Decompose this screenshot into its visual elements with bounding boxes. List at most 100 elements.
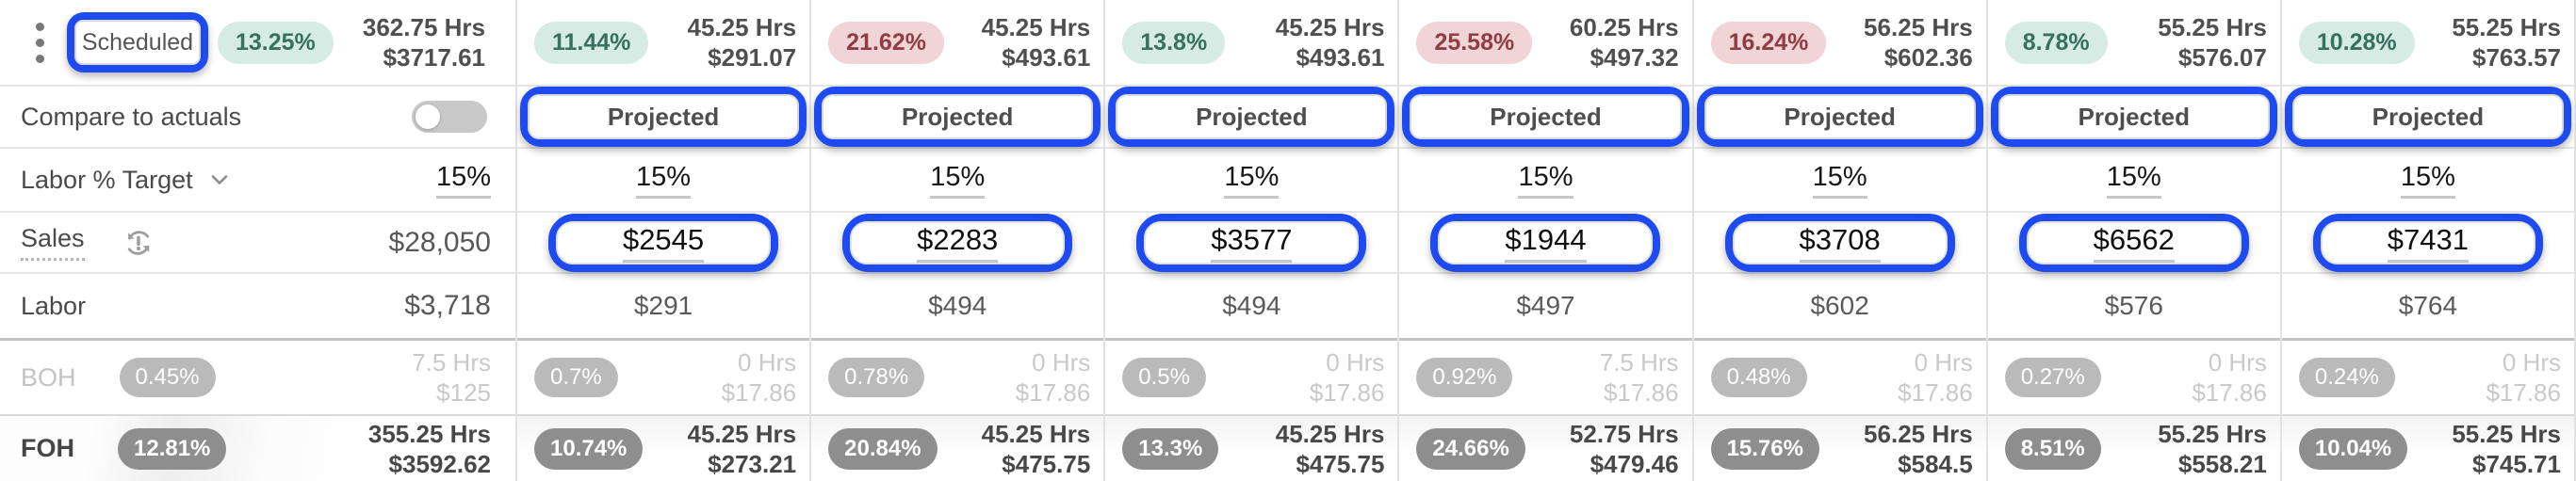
day-target-cell: 15% (517, 149, 810, 213)
day-sales-value: $2545 (622, 223, 705, 263)
day-mode-cell: Projected (1693, 87, 1986, 149)
day-boh-cell: 0.78% 0 Hrs $17.86 (811, 338, 1104, 416)
day-cost: $602.36 (1883, 43, 1973, 72)
day-sales-cell: $3708 (1693, 213, 1986, 274)
day-labor-target-value[interactable]: 15% (1812, 162, 1867, 199)
day-foh-hours: 55.25 Hrs (2452, 419, 2561, 448)
day-sales-input[interactable]: $3708 (1724, 213, 1955, 272)
day-labor-value: $494 (928, 291, 987, 320)
scheduled-dropdown-button[interactable]: Scheduled (67, 12, 208, 72)
day-labor-cell: $576 (1988, 274, 2280, 338)
day-labor-pct-badge: 13.8% (1122, 21, 1226, 64)
projected-sales-button[interactable]: Projected (1990, 87, 2277, 147)
projected-sales-button[interactable]: Projected (2284, 87, 2571, 147)
day-sales-input[interactable]: $3577 (1136, 213, 1367, 272)
day-sales-value: $3577 (1211, 223, 1293, 263)
day-labor-target-value[interactable]: 15% (2400, 162, 2455, 199)
day-labor-cell: $291 (517, 274, 809, 338)
day-foh-cost: $558.21 (2177, 449, 2267, 478)
day-hours: 55.25 Hrs (2158, 13, 2267, 41)
sales-total-value: $28,050 (388, 226, 491, 258)
day-cost: $291.07 (708, 43, 797, 72)
day-labor-target-value[interactable]: 15% (636, 162, 692, 199)
day-sales-input[interactable]: $7431 (2312, 213, 2543, 272)
kebab-menu-icon[interactable] (36, 22, 44, 63)
foh-total-cost: $3592.62 (388, 449, 491, 478)
day-labor-cell: $764 (2282, 274, 2574, 338)
day-boh-cell: 0.7% 0 Hrs $17.86 (517, 338, 810, 416)
day-foh-hours-cost: 45.25 Hrs $475.75 (982, 419, 1091, 479)
day-boh-cell: 0.92% 7.5 Hrs $17.86 (1399, 338, 1692, 416)
projected-sales-button[interactable]: Projected (1696, 87, 1983, 147)
day-hours: 60.25 Hrs (1569, 13, 1679, 41)
day-boh-hours: 0 Hrs (1914, 348, 1973, 377)
day-labor-value: $576 (2104, 291, 2163, 320)
projected-button-label: Projected (901, 102, 1014, 131)
day-labor-target-value[interactable]: 15% (1518, 162, 1573, 199)
day-cost: $576.07 (2177, 43, 2267, 72)
total-labor-pct-badge: 13.25% (218, 21, 334, 64)
day-labor-target-value[interactable]: 15% (1224, 162, 1280, 199)
day-boh-cost: $17.86 (1898, 378, 1973, 407)
day-sales-input[interactable]: $6562 (2018, 213, 2249, 272)
day-hours-cost: 55.25 Hrs $576.07 (2158, 12, 2267, 72)
day-boh-hours: 0 Hrs (1032, 348, 1091, 377)
day-sales-input[interactable]: $1944 (1430, 213, 1661, 272)
compare-to-actuals-row: Compare to actuals (0, 87, 515, 149)
day-mode-cell: Projected (2281, 87, 2574, 149)
labor-row: Labor $3,718 (0, 274, 515, 338)
day-boh-pct-badge: 0.48% (1710, 358, 1807, 397)
labor-label: Labor (21, 291, 87, 320)
labor-target-total-value[interactable]: 15% (435, 162, 491, 199)
day-hours-cost: 45.25 Hrs $291.07 (687, 12, 796, 72)
day-labor-target-value[interactable]: 15% (2106, 162, 2161, 199)
day-labor-pct-badge: 10.28% (2298, 21, 2415, 64)
day-foh-pct-badge: 10.74% (534, 427, 644, 470)
foh-total-hours: 355.25 Hrs (367, 419, 491, 448)
projected-sales-button[interactable]: Projected (520, 87, 807, 147)
labor-target-dropdown[interactable]: Labor % Target (21, 166, 233, 195)
day-foh-hours-cost: 55.25 Hrs $558.21 (2158, 419, 2267, 479)
day-cost: $763.57 (2472, 43, 2561, 72)
day-sales-input[interactable]: $2283 (842, 213, 1073, 272)
toggle-knob (416, 104, 440, 129)
projected-sales-button[interactable]: Projected (1108, 87, 1395, 147)
day-foh-hours: 56.25 Hrs (1864, 419, 1973, 448)
labor-target-row: Labor % Target 15% (0, 149, 515, 213)
sync-alert-icon[interactable] (122, 227, 155, 259)
boh-total-hours-cost: 7.5 Hrs $125 (412, 347, 491, 408)
day-foh-pct-badge: 13.3% (1122, 427, 1219, 470)
day-labor-target-value[interactable]: 15% (930, 162, 986, 199)
day-foh-cell: 13.3% 45.25 Hrs $475.75 (1105, 416, 1398, 481)
day-labor-value: $602 (1810, 291, 1869, 320)
projected-sales-button[interactable]: Projected (1402, 87, 1689, 147)
projected-button-label: Projected (607, 102, 720, 131)
compare-to-actuals-toggle[interactable] (412, 101, 487, 133)
day-foh-hours-cost: 52.75 Hrs $479.46 (1570, 419, 1679, 479)
day-foh-cost: $479.46 (1590, 449, 1679, 478)
day-boh-pct-badge: 0.5% (1122, 358, 1206, 397)
day-boh-cost: $17.86 (2192, 378, 2267, 407)
projected-sales-button[interactable]: Projected (814, 87, 1101, 147)
day-sales-cell: $7431 (2281, 213, 2574, 274)
day-foh-cost: $273.21 (708, 449, 797, 478)
scheduled-dropdown-label: Scheduled (81, 28, 194, 56)
sales-row: Sales $28,050 (0, 213, 515, 274)
day-sales-input[interactable]: $2545 (548, 213, 779, 272)
day-labor-pct-badge: 11.44% (534, 21, 649, 64)
day-header-cell: 11.44% 45.25 Hrs $291.07 (517, 0, 810, 87)
day-labor-value: $764 (2398, 291, 2458, 320)
day-foh-cell: 10.04% 55.25 Hrs $745.71 (2281, 416, 2574, 481)
day-target-cell: 15% (811, 149, 1104, 213)
day-foh-hours: 45.25 Hrs (687, 419, 797, 448)
day-boh-pct-badge: 0.24% (2298, 358, 2395, 397)
day-header-cell: 8.78% 55.25 Hrs $576.07 (1987, 0, 2280, 87)
day-boh-pct-badge: 0.78% (828, 358, 925, 397)
day-foh-hours-cost: 56.25 Hrs $584.5 (1864, 419, 1973, 479)
day-header-cell: 10.28% 55.25 Hrs $763.57 (2281, 0, 2574, 87)
day-boh-hours: 7.5 Hrs (1599, 348, 1679, 377)
day-boh-cost: $17.86 (2486, 378, 2561, 407)
day-boh-cell: 0.48% 0 Hrs $17.86 (1693, 338, 1986, 416)
day-labor-pct-badge: 21.62% (828, 21, 944, 64)
day-cost: $493.61 (1296, 43, 1385, 72)
